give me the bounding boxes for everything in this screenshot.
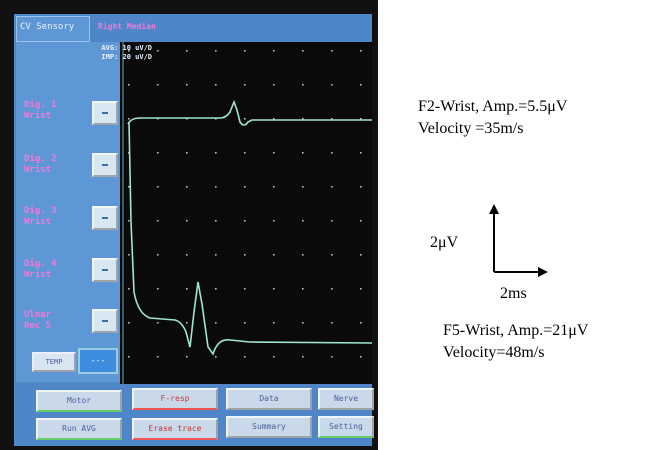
side-label-line: Wrist: [24, 111, 52, 121]
side-label-line: Dig. 1: [24, 100, 57, 110]
scale-box: AVG: 10 uV/D IMP: 20 uV/D: [92, 44, 152, 62]
button[interactable]: Setting: [318, 416, 374, 438]
side-label: Dig. 4 Wrist: [24, 259, 57, 281]
side-button[interactable]: [92, 153, 118, 177]
scale-label: AVG: 10 uV/D: [101, 44, 152, 52]
side-label: Dig. 2 Wrist: [24, 154, 57, 176]
mode-label: CV Sensory: [20, 22, 75, 32]
temp-label: TEMP: [32, 352, 76, 372]
side-label-line: Dig. 4: [24, 259, 57, 269]
trace-lower: [128, 121, 372, 356]
side-label: Dig. 3 Wrist: [24, 206, 57, 228]
annotation: Velocity=48m/s: [443, 344, 545, 361]
annotation: 2μV: [430, 234, 459, 251]
annotation: 2ms: [500, 285, 527, 302]
button[interactable]: Summary: [226, 416, 312, 438]
trace-plot: [120, 42, 372, 384]
side-label-line: Dig. 2: [24, 154, 57, 164]
side-label-line: Wrist: [24, 270, 52, 280]
button[interactable]: Motor: [36, 390, 122, 412]
nerve-label: Right Median: [98, 22, 156, 31]
button[interactable]: Run AVG: [36, 418, 122, 440]
temp-value: ---: [78, 348, 118, 374]
button[interactable]: Nerve: [318, 388, 374, 410]
side-label-line: Wrist: [24, 217, 52, 227]
side-button[interactable]: [92, 206, 118, 230]
side-label-line: Ulnar: [24, 310, 52, 320]
side-button[interactable]: [92, 309, 118, 333]
button[interactable]: Erase trace: [132, 418, 218, 440]
annotation: Velocity =35m/s: [418, 120, 524, 137]
side-button[interactable]: [92, 101, 118, 125]
scale-label: IMP: 20 uV/D: [101, 53, 152, 61]
annotation: F5-Wrist, Amp.=21μV: [443, 322, 589, 339]
side-label-line: Rec 5: [24, 321, 52, 331]
button[interactable]: Data: [226, 388, 312, 410]
scale-arrows: [489, 204, 548, 277]
side-label: Ulnar Rec 5: [24, 310, 51, 332]
side-label: Dig. 1 Wrist: [24, 100, 57, 122]
trace-upper: [127, 99, 372, 126]
side-label-line: Dig. 3: [24, 206, 57, 216]
side-button[interactable]: [92, 258, 118, 282]
header-tab: [16, 16, 90, 42]
button[interactable]: F-resp: [132, 388, 218, 410]
annotation: F2-Wrist, Amp.=5.5μV: [418, 98, 568, 115]
side-label-line: Wrist: [24, 165, 52, 175]
dot-grid: [120, 42, 372, 384]
